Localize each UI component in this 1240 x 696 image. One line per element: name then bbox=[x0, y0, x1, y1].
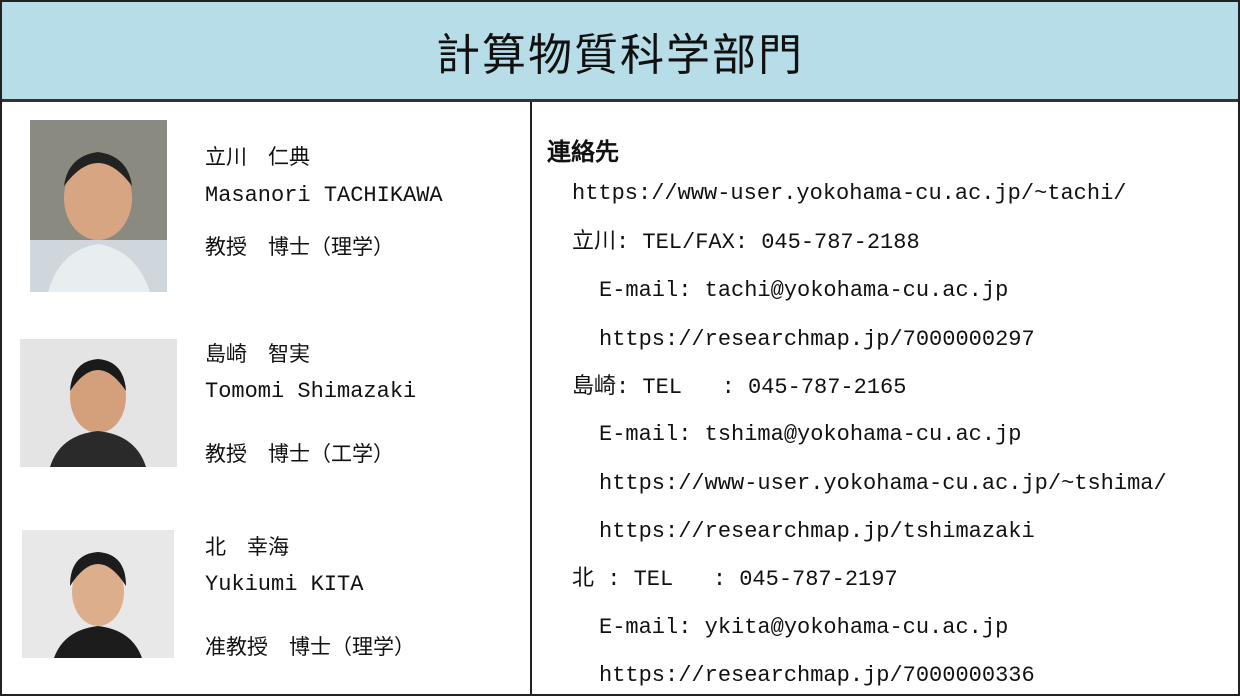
contact-line: 島崎: TEL : 045-787-2165 bbox=[572, 375, 907, 400]
name-en: Tomomi Shimazaki bbox=[205, 379, 417, 404]
contact-line: 立川: TEL/FAX: 045-787-2188 bbox=[572, 230, 920, 255]
contact-line: 北 : TEL : 045-787-2197 bbox=[572, 567, 898, 592]
contact-line: E-mail: tshima@yokohama-cu.ac.jp bbox=[599, 422, 1022, 447]
contact-line: https://www-user.yokohama-cu.ac.jp/~tshi… bbox=[599, 471, 1167, 496]
contact-line: https://www-user.yokohama-cu.ac.jp/~tach… bbox=[572, 181, 1127, 206]
name-ja: 島崎 智実 bbox=[205, 342, 310, 366]
contact-heading: 連絡先 bbox=[547, 138, 619, 166]
position: 教授 博士（工学） bbox=[205, 442, 394, 466]
contact-line: https://researchmap.jp/7000000297 bbox=[599, 327, 1035, 352]
contact-line: https://researchmap.jp/tshimazaki bbox=[599, 519, 1035, 544]
title: 計算物質科学部門 bbox=[2, 2, 1238, 102]
position: 准教授 博士（理学） bbox=[205, 635, 415, 659]
name-en: Yukiumi KITA bbox=[205, 572, 364, 597]
position: 教授 博士（理学） bbox=[205, 235, 394, 259]
photo bbox=[22, 530, 174, 658]
divider bbox=[530, 102, 532, 696]
name-ja: 北 幸海 bbox=[205, 535, 289, 559]
photo bbox=[20, 339, 177, 467]
photo bbox=[30, 120, 167, 292]
name-ja: 立川 仁典 bbox=[205, 145, 310, 169]
contact-line: E-mail: ykita@yokohama-cu.ac.jp bbox=[599, 615, 1009, 640]
name-en: Masanori TACHIKAWA bbox=[205, 183, 443, 208]
contact-line: E-mail: tachi@yokohama-cu.ac.jp bbox=[599, 278, 1009, 303]
contact-line: https://researchmap.jp/7000000336 bbox=[599, 663, 1035, 688]
